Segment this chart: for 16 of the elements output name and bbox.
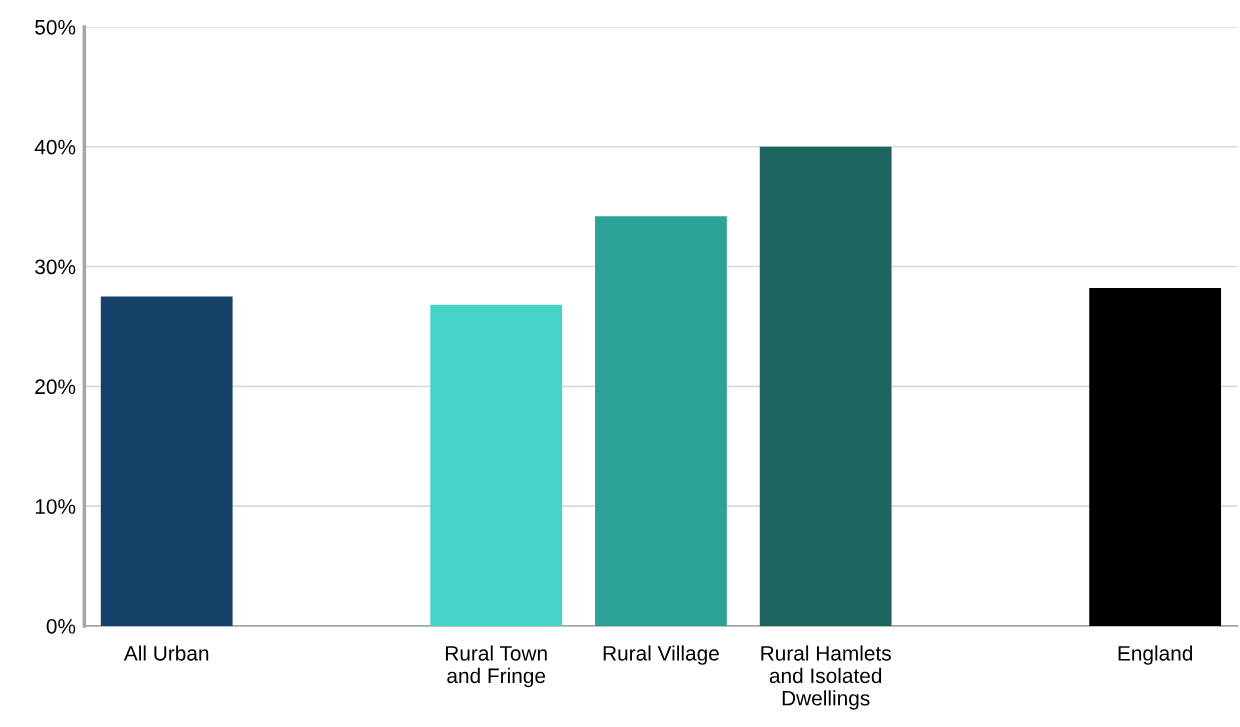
x-tick-label: Rural Village (603, 645, 719, 665)
bar (1089, 288, 1222, 626)
bar (430, 304, 563, 626)
y-tick-label: 30% (35, 259, 76, 275)
bar (100, 296, 233, 626)
y-tick-label: 20% (35, 379, 76, 395)
y-tick-label: 50% (35, 19, 76, 35)
x-tick-label: All Urban (123, 645, 209, 661)
bar (759, 146, 892, 626)
y-tick-label: 0% (46, 618, 76, 634)
x-tick-label: Rural Hamlets and Isolated Dwellings (761, 645, 891, 710)
bar (595, 216, 727, 626)
x-tick-label: Rural Town and Fringe (445, 645, 547, 688)
x-tick-label: England (1118, 645, 1193, 665)
y-tick-label: 40% (34, 139, 76, 155)
y-tick-label: 10% (35, 499, 76, 514)
